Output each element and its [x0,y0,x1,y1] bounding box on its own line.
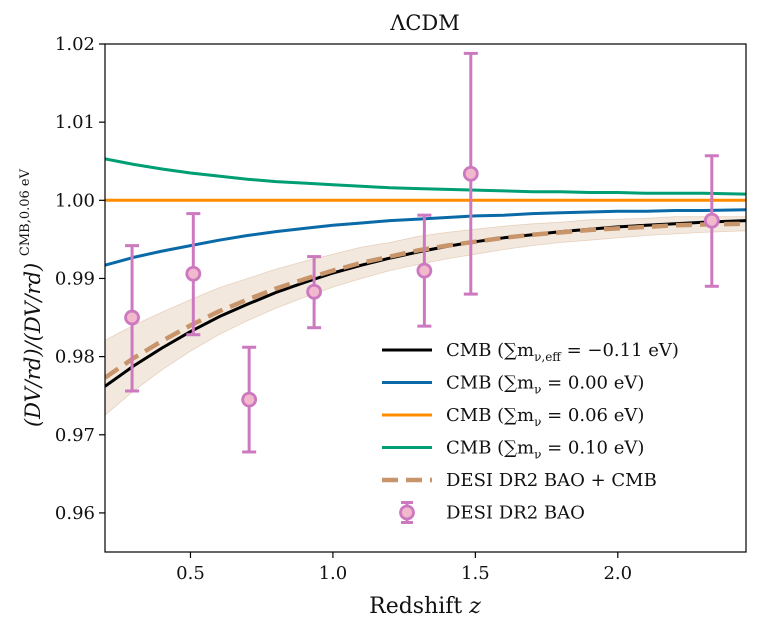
data-point-marker [185,265,202,282]
legend-label: CMB (∑mν = 0.06 eV) [446,405,644,429]
data-point [462,51,479,296]
y-axis-label-superscript: CMB,0.06 eV [18,168,33,256]
data-point [185,212,202,337]
legend: CMB (∑mν,eff = −0.11 eV) CMB (∑mν = 0.00 … [382,340,679,524]
y-axis-label: (DV/rd)/(DV/rd) CMB,0.06 eV [18,168,45,427]
x-tick-label: 2.0 [603,563,632,584]
x-tick-label: 1.5 [461,563,490,584]
legend-item: CMB (∑mν = 0.06 eV) [382,405,644,429]
legend-label: CMB (∑mν = 0.10 eV) [446,438,644,462]
data-point [124,244,140,393]
legend-label: CMB (∑mν,eff = −0.11 eV) [446,340,679,364]
data-point-marker [703,212,720,229]
chart-title: ΛCDM [389,11,460,35]
x-axis-label: Redshift z [369,594,481,619]
data-point [241,345,258,454]
data-point-marker [124,309,140,326]
data-point-marker [462,165,479,182]
data-point [703,154,720,288]
svg-text:(DV/rd)/(DV/rd) CMB,0.06: (DV/rd)/(DV/rd) CMB,0.06 eV [18,168,45,427]
y-tick-label: 1.00 [55,190,95,211]
series-line-cmb-m-0-00-ev [105,208,746,267]
legend-item: DESI DR2 BAO + CMB [382,470,657,491]
legend-label: DESI DR2 BAO + CMB [446,470,657,491]
y-axis-label-main: (DV/rd)/(DV/rd) [21,263,45,427]
y-tick-label: 0.96 [55,503,95,524]
legend-item: CMB (∑mν = 0.00 eV) [382,373,644,397]
legend-item: CMB (∑mν,eff = −0.11 eV) [382,340,679,364]
plot-frame [104,43,747,553]
legend-label: DESI DR2 BAO [446,503,585,524]
y-tick-label: 1.01 [55,112,95,133]
legend-item: CMB (∑mν = 0.10 eV) [382,438,644,462]
legend-item: DESI DR2 BAO [399,501,585,524]
legend-swatch-marker [399,504,415,521]
data-point-marker [241,391,258,408]
series-line-cmb-m-0-10-ev [105,157,746,196]
data-point [416,213,433,328]
data-point-marker [416,262,433,279]
data-point [306,255,323,330]
data-point-marker [306,283,323,300]
x-tick-label: 1.0 [319,563,348,584]
legend-label: CMB (∑mν = 0.00 eV) [446,373,644,397]
series-line-desi-dr2-bao-cmb [105,221,746,380]
y-tick-label: 0.97 [55,425,95,446]
y-tick-label: 0.98 [55,347,95,368]
y-tick-label: 0.99 [55,268,95,289]
y-tick-label: 1.02 [55,34,95,55]
x-tick-label: 0.5 [176,563,205,584]
